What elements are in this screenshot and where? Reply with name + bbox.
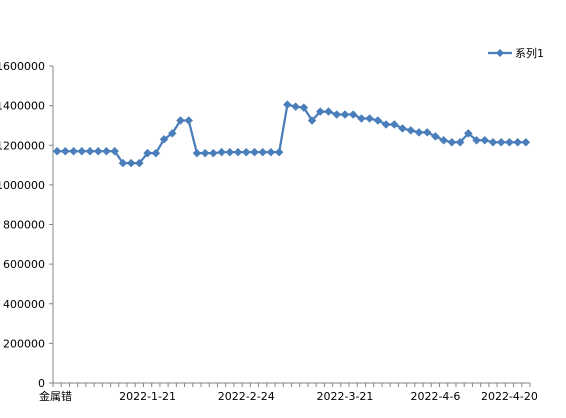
- series-point: [431, 131, 440, 141]
- series-point: [200, 148, 210, 158]
- series-point: [126, 158, 136, 168]
- y-axis-tick-label: 1000000: [0, 179, 45, 192]
- series-point: [455, 137, 465, 147]
- series-point: [184, 116, 194, 125]
- series-point: [439, 135, 449, 145]
- series-point: [134, 158, 144, 168]
- series-point: [315, 107, 325, 116]
- series-point: [414, 128, 424, 137]
- series-point: [274, 147, 284, 157]
- series-point: [118, 158, 128, 168]
- series-point: [176, 116, 185, 125]
- series-point: [209, 148, 218, 158]
- axes: [49, 65, 531, 387]
- x-axis-tick-label: 2022-4-6: [410, 390, 460, 403]
- series-point: [496, 137, 506, 147]
- series-point: [324, 107, 333, 116]
- series-point: [266, 147, 276, 157]
- y-axis-tick-label: 0: [38, 377, 45, 390]
- series-point: [217, 147, 226, 157]
- series-point: [85, 146, 95, 156]
- y-axis-tick-label: 1400000: [0, 100, 45, 113]
- series-point: [365, 114, 374, 123]
- series-point: [398, 124, 407, 133]
- series-point: [110, 146, 120, 156]
- series-point: [521, 137, 531, 147]
- series-point: [299, 103, 309, 112]
- series-point: [167, 129, 177, 138]
- series-point: [389, 120, 399, 129]
- legend-series-label: 系列1: [515, 46, 544, 60]
- series-point: [102, 146, 111, 156]
- series-point: [250, 147, 259, 157]
- series-point: [357, 114, 366, 123]
- series-point: [93, 146, 103, 156]
- series-point: [283, 100, 292, 109]
- series-point: [258, 147, 268, 157]
- series-point: [233, 147, 243, 157]
- series-point: [480, 135, 490, 145]
- y-axis-tick-label: 800000: [3, 219, 45, 232]
- series-point: [60, 146, 70, 156]
- series-point: [143, 148, 152, 158]
- series-point: [332, 110, 342, 119]
- series-point: [422, 128, 432, 137]
- series-point: [307, 116, 317, 125]
- x-axis-tick-labels: 金属错 2022-1-21 2022-2-24 2022-3-21 2022-4-6 20…: [39, 389, 538, 403]
- y-axis-tick-label: 1200000: [0, 139, 45, 152]
- series-point: [373, 116, 383, 125]
- series-point: [505, 137, 514, 147]
- legend-marker-swatch: [496, 49, 504, 57]
- x-axis-tick-label: 2022-4-20: [481, 390, 538, 403]
- y-axis-tick-label: 400000: [3, 298, 45, 311]
- series-point: [381, 120, 391, 129]
- series-point: [340, 110, 350, 119]
- series-point: [69, 146, 78, 156]
- series-point: [463, 129, 473, 138]
- y-axis-tick-labels: 0 200000 400000 600000 800000 1000000 1200000 1…: [0, 60, 45, 390]
- x-axis-tick-label: 2022-3-21: [316, 390, 373, 403]
- y-axis-tick-label: 1600000: [0, 60, 45, 73]
- series-point: [406, 126, 416, 135]
- series-line: [57, 103, 526, 165]
- x-axis-tick-label: 金属错: [39, 389, 72, 403]
- series-point: [225, 147, 235, 157]
- series-point: [151, 148, 161, 158]
- series-point: [472, 135, 481, 145]
- series-point: [447, 137, 457, 147]
- series-point: [159, 134, 169, 144]
- series-point: [488, 137, 498, 147]
- y-axis-tick-label: 600000: [3, 258, 45, 271]
- series-layer: [52, 100, 531, 168]
- legend: 系列1: [488, 46, 544, 60]
- series-point: [192, 148, 202, 158]
- y-axis-tick-label: 200000: [3, 337, 45, 350]
- series-point: [348, 110, 358, 119]
- x-axis-tick-label: 2022-1-21: [119, 390, 176, 403]
- series-point: [241, 147, 251, 157]
- series-point: [291, 102, 300, 111]
- series-point: [52, 146, 62, 156]
- x-axis-tick-label: 2022-2-24: [218, 390, 275, 403]
- series-point: [77, 146, 87, 156]
- series-point: [513, 137, 523, 147]
